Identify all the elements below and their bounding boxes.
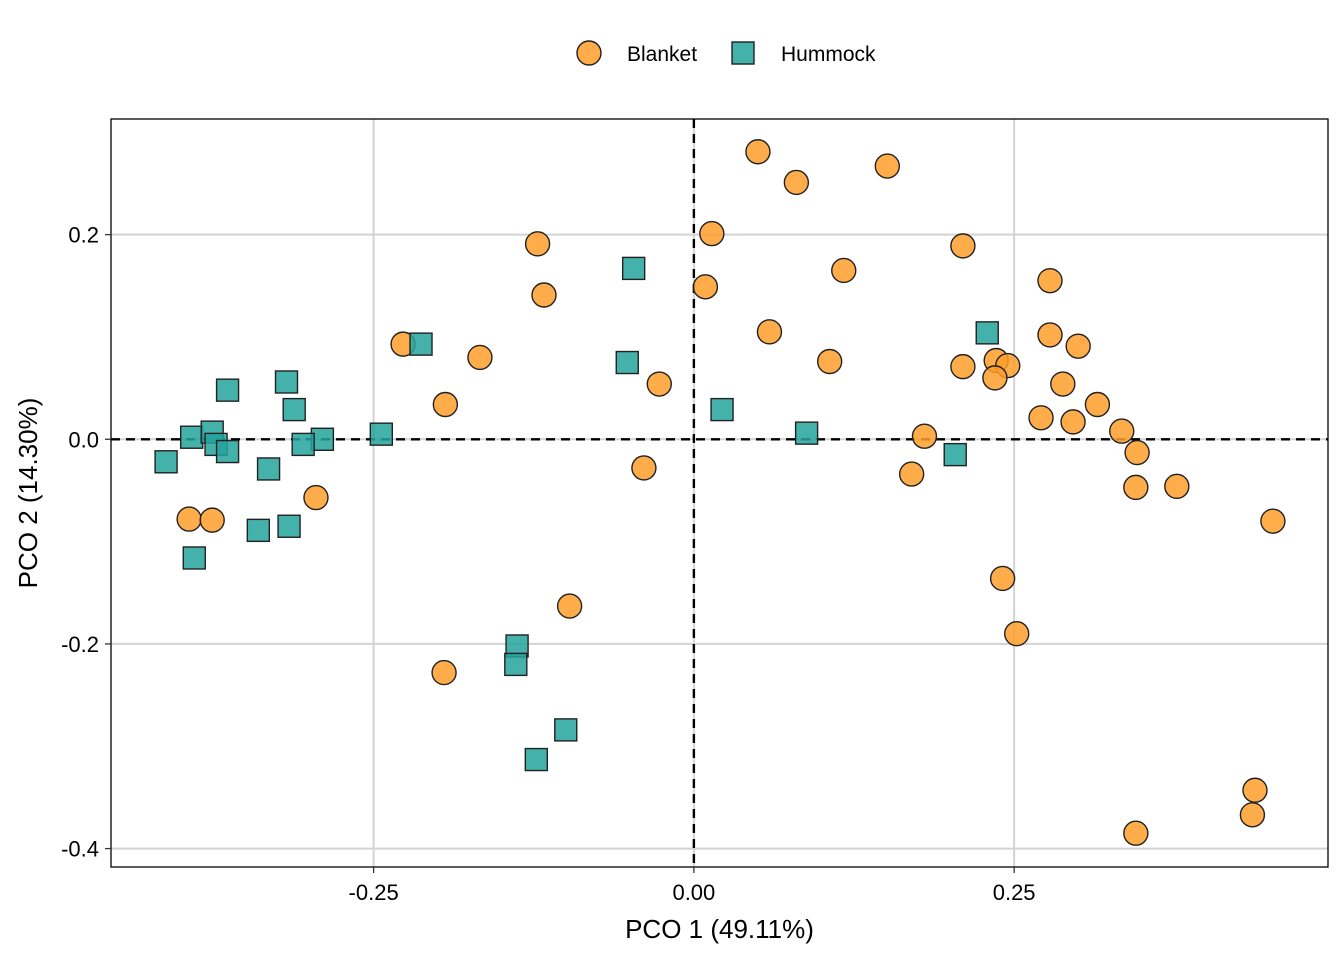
data-point-hummock	[615, 350, 639, 375]
data-point-hummock	[621, 256, 646, 281]
data-point-hummock	[291, 432, 315, 457]
data-point-blanket	[911, 423, 938, 449]
data-point-blanket	[199, 507, 225, 533]
data-point-hummock	[369, 422, 394, 446]
data-point-blanket	[303, 484, 329, 511]
x-axis: -0.25 0.00 0.25	[349, 867, 1036, 905]
x-axis-title: PCO 1 (49.11%)	[625, 914, 814, 944]
data-point-blanket	[646, 371, 672, 397]
data-point-hummock	[215, 378, 240, 402]
data-point-blanket	[556, 593, 583, 619]
y-tick-label: -0.2	[61, 632, 99, 657]
data-point-hummock	[975, 321, 999, 345]
data-point-blanket	[1239, 802, 1266, 828]
data-point-blanket	[745, 139, 771, 165]
data-point-hummock	[504, 652, 528, 677]
data-point-blanket	[831, 257, 857, 284]
x-tick-label: 0.25	[993, 880, 1036, 905]
data-point-blanket	[950, 233, 976, 259]
data-point-hummock	[274, 370, 299, 394]
data-point-hummock	[554, 718, 578, 742]
data-point-blanket	[1004, 620, 1030, 647]
data-point-blanket	[1065, 333, 1091, 359]
data-point-hummock	[409, 332, 433, 356]
data-point-hummock	[277, 514, 301, 538]
data-point-blanket	[1084, 391, 1111, 418]
data-point-hummock	[246, 518, 271, 543]
data-point-blanket	[531, 282, 557, 308]
data-point-hummock	[524, 747, 549, 772]
data-point-hummock	[256, 457, 281, 481]
data-point-blanket	[816, 348, 843, 375]
data-point-blanket	[692, 274, 719, 300]
data-point-blanket	[1037, 322, 1063, 348]
data-point-hummock	[182, 546, 206, 570]
data-point-blanket	[1124, 439, 1150, 466]
y-tick-label: 0.0	[68, 427, 99, 452]
data-point-blanket	[1123, 820, 1149, 846]
data-point-blanket	[1109, 418, 1135, 444]
data-point-blanket	[783, 169, 810, 196]
x-tick-label: 0.00	[672, 880, 715, 905]
data-point-blanket	[1123, 474, 1149, 501]
data-point-blanket	[982, 365, 1008, 391]
data-point-blanket	[432, 391, 459, 418]
plot-border	[110, 118, 1329, 868]
data-point-blanket	[524, 231, 551, 257]
data-point-blanket	[431, 659, 457, 686]
legend: Blanket Hummock	[576, 40, 876, 66]
y-axis: 0.2 0.0 -0.2 -0.4	[61, 223, 111, 862]
data-point-blanket	[1037, 267, 1063, 294]
legend-label-hummock: Hummock	[781, 43, 876, 66]
x-tick-label: -0.25	[349, 880, 399, 905]
data-point-hummock	[943, 442, 967, 467]
data-point-blanket	[756, 319, 783, 345]
legend-marker-blanket	[576, 40, 602, 66]
points-layer	[154, 139, 1286, 846]
data-point-hummock	[215, 439, 240, 464]
data-point-hummock	[154, 450, 178, 474]
legend-label-blanket: Blanket	[627, 43, 697, 66]
data-point-blanket	[1260, 508, 1286, 534]
data-point-blanket	[1164, 473, 1190, 500]
data-point-blanket	[950, 353, 976, 380]
data-point-hummock	[282, 397, 306, 422]
data-point-blanket	[874, 153, 901, 179]
y-tick-label: 0.2	[68, 223, 99, 248]
data-point-blanket	[1028, 405, 1054, 431]
data-point-blanket	[1050, 371, 1076, 397]
data-point-blanket	[467, 344, 493, 371]
data-point-blanket	[176, 506, 202, 532]
data-point-blanket	[699, 220, 725, 247]
data-point-blanket	[898, 461, 925, 487]
data-point-blanket	[1242, 777, 1268, 803]
data-point-blanket	[989, 565, 1016, 592]
legend-marker-hummock	[731, 41, 755, 65]
y-tick-label: -0.4	[61, 837, 99, 862]
data-point-blanket	[1060, 409, 1086, 435]
data-point-hummock	[794, 421, 819, 445]
plot-panel	[110, 118, 1329, 868]
y-axis-title: PCO 2 (14.30%)	[13, 398, 43, 589]
data-point-hummock	[710, 397, 734, 422]
data-point-hummock	[180, 425, 204, 449]
data-point-blanket	[631, 455, 657, 481]
